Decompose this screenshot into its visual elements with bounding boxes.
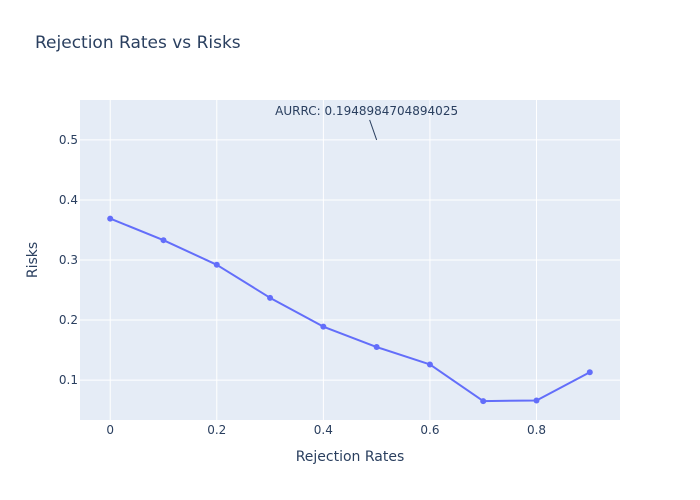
y-tick-label: 0.2 xyxy=(59,313,78,327)
data-point xyxy=(480,398,487,405)
x-tick-label: 0.4 xyxy=(314,423,333,437)
series-line xyxy=(109,217,591,403)
annotation-label: AURRC: 0.1948984704894025 xyxy=(275,104,458,118)
data-point xyxy=(373,344,380,351)
annotation-arrow xyxy=(369,119,378,141)
x-tick-label: 0 xyxy=(106,423,114,437)
y-tick-label: 0.5 xyxy=(59,133,78,147)
data-point xyxy=(213,261,220,268)
y-tick-label: 0.4 xyxy=(59,193,78,207)
data-point xyxy=(267,294,274,301)
x-tick-label: 0.8 xyxy=(527,423,546,437)
data-point xyxy=(586,369,593,376)
data-point xyxy=(320,323,327,330)
x-tick-label: 0.6 xyxy=(420,423,439,437)
y-tick-label: 0.1 xyxy=(59,373,78,387)
chart-title: Rejection Rates vs Risks xyxy=(35,33,241,53)
y-tick-label: 0.3 xyxy=(59,253,78,267)
x-axis-title: Rejection Rates xyxy=(296,449,405,465)
y-axis-title: Risks xyxy=(25,242,41,278)
x-tick-label: 0.2 xyxy=(207,423,226,437)
data-point xyxy=(426,361,433,368)
data-point xyxy=(533,397,540,404)
data-point xyxy=(107,215,114,222)
data-point xyxy=(160,237,167,244)
